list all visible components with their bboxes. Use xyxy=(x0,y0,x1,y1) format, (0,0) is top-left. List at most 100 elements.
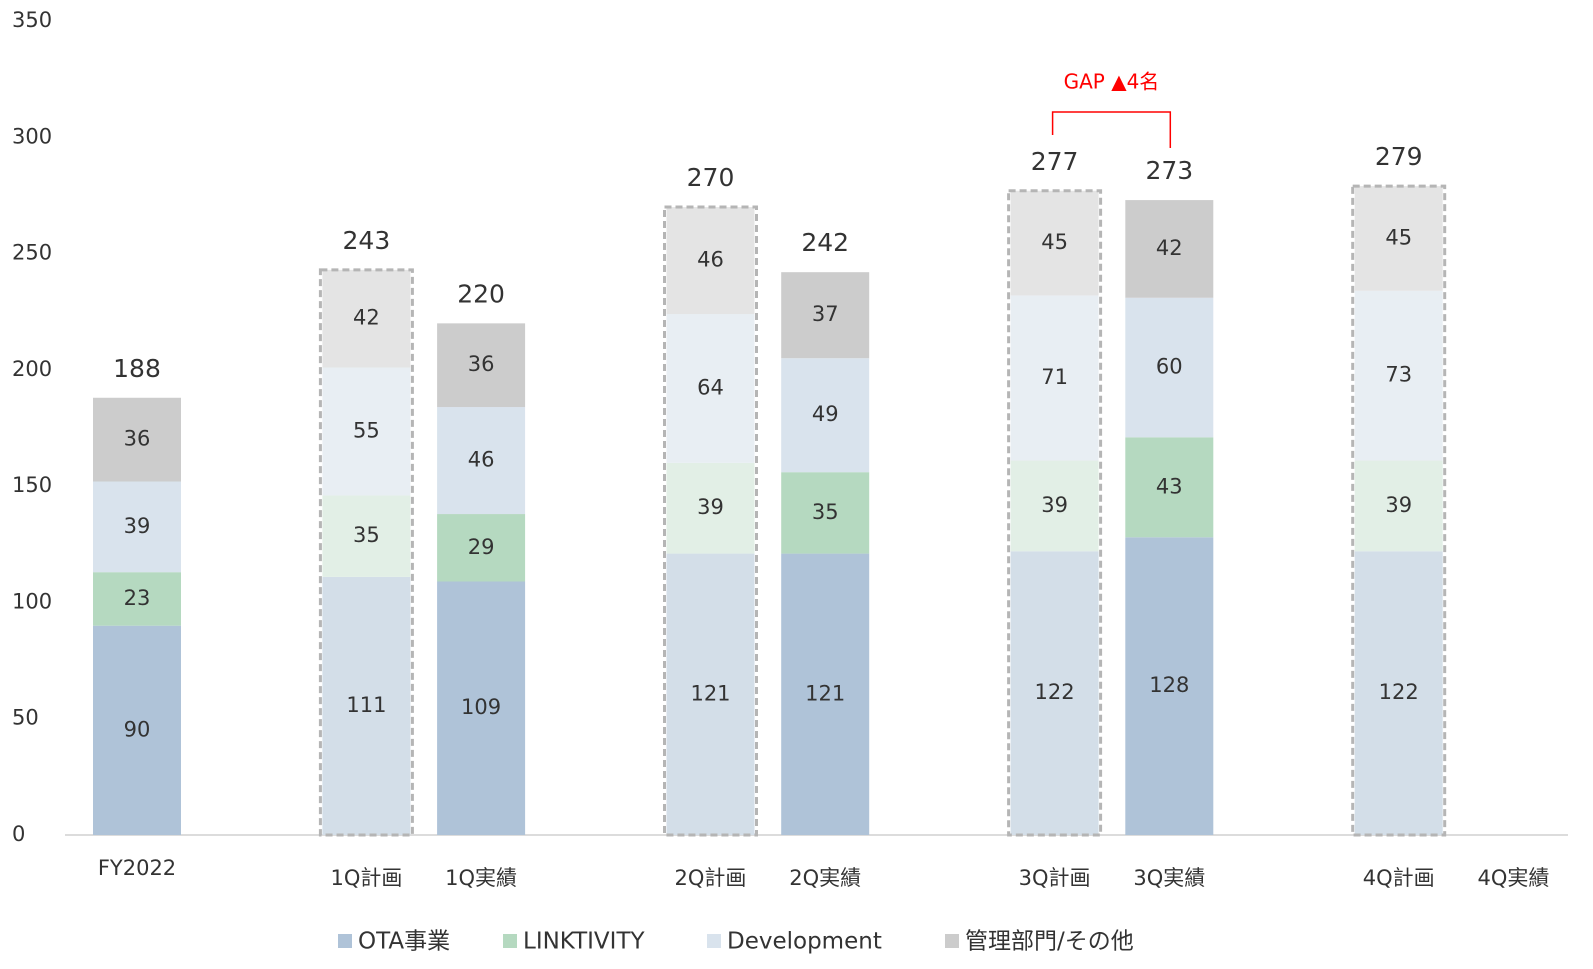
value-label: 109 xyxy=(461,695,501,719)
bar-segment xyxy=(93,572,181,626)
x-tick-label: 4Q計画 xyxy=(1363,866,1435,890)
value-label: 36 xyxy=(124,427,151,451)
total-label: 243 xyxy=(343,226,391,255)
bar-segment xyxy=(93,625,181,835)
y-tick-label: 300 xyxy=(12,124,52,148)
value-label: 55 xyxy=(353,418,380,442)
legend-label: 管理部門/その他 xyxy=(965,929,1134,955)
bar-segment xyxy=(93,397,181,482)
bar-segment xyxy=(781,272,870,359)
bar-segment xyxy=(1354,551,1443,835)
bar-segment xyxy=(437,581,526,835)
x-tick-label: 2Q計画 xyxy=(675,866,747,890)
total-label: 242 xyxy=(801,228,849,257)
value-label: 29 xyxy=(468,535,495,559)
value-label: 37 xyxy=(812,302,839,326)
value-label: 45 xyxy=(1385,225,1412,249)
total-label: 279 xyxy=(1375,142,1423,171)
legend-swatch xyxy=(503,934,517,948)
value-label: 39 xyxy=(697,495,724,519)
value-label: 23 xyxy=(124,586,151,610)
value-label: 45 xyxy=(1041,230,1068,254)
bar-segment xyxy=(781,472,870,554)
legend-swatch xyxy=(707,934,721,948)
bar-segment xyxy=(666,314,755,463)
value-label: 71 xyxy=(1041,365,1068,389)
annotation: GAP ▲4名 xyxy=(1064,70,1160,94)
bar-segment xyxy=(1125,437,1214,538)
x-tick-label: FY2022 xyxy=(98,856,176,880)
value-label: 39 xyxy=(124,514,151,538)
bar-segment xyxy=(1010,190,1099,296)
y-tick-label: 200 xyxy=(12,357,52,381)
legend-label: OTA事業 xyxy=(358,929,450,955)
bar-segment xyxy=(666,462,755,554)
bar-segment xyxy=(322,269,411,368)
value-label: 122 xyxy=(1035,680,1075,704)
gap-bracket xyxy=(1051,111,1172,148)
value-label: 90 xyxy=(124,717,151,741)
x-tick-label: 3Q実績 xyxy=(1133,866,1205,890)
bar-segment xyxy=(666,553,755,835)
value-label: 121 xyxy=(805,681,845,705)
x-tick-label: 4Q実績 xyxy=(1477,866,1549,890)
bar-segment xyxy=(437,407,526,515)
value-label: 60 xyxy=(1156,355,1183,379)
bar-segment xyxy=(437,514,526,582)
bar-segment xyxy=(437,323,526,408)
value-label: 46 xyxy=(697,248,724,272)
bar-segment xyxy=(322,367,411,496)
plan-outline xyxy=(1007,189,1103,837)
y-tick-label: 150 xyxy=(12,473,52,497)
bar-segment xyxy=(1010,551,1099,835)
x-tick-label: 1Q計画 xyxy=(330,866,402,890)
plan-outline xyxy=(1351,184,1447,837)
value-label: 39 xyxy=(1385,493,1412,517)
bar-segment xyxy=(1354,186,1443,291)
y-tick-label: 250 xyxy=(12,241,52,265)
y-tick-label: 350 xyxy=(12,8,52,32)
y-tick-label: 100 xyxy=(12,589,52,613)
bar-segment xyxy=(781,553,870,835)
value-label: 122 xyxy=(1379,680,1419,704)
plan-outline xyxy=(663,205,758,837)
bar-segment xyxy=(322,495,411,577)
bar-segment xyxy=(1010,460,1099,552)
bar-segment xyxy=(1125,200,1214,298)
value-label: 64 xyxy=(697,375,724,399)
value-label: 49 xyxy=(812,402,839,426)
value-label: 35 xyxy=(353,523,380,547)
value-label: 36 xyxy=(468,352,495,376)
bar-segment xyxy=(781,358,870,473)
legend-swatch xyxy=(945,934,959,948)
total-label: 270 xyxy=(687,163,735,192)
value-label: 42 xyxy=(353,306,380,330)
y-tick-label: 50 xyxy=(12,706,39,730)
value-label: 73 xyxy=(1385,363,1412,387)
value-label: 42 xyxy=(1156,236,1183,260)
value-label: 35 xyxy=(812,500,839,524)
bar-segment xyxy=(1354,290,1443,461)
legend-swatch xyxy=(338,934,352,948)
bar-segment xyxy=(322,576,411,835)
bar-segment xyxy=(1010,295,1099,461)
bar-segment xyxy=(1354,460,1443,552)
value-label: 46 xyxy=(468,448,495,472)
legend-label: LINKTIVITY xyxy=(523,929,645,955)
total-label: 277 xyxy=(1031,147,1079,176)
x-tick-label: 2Q実績 xyxy=(789,866,861,890)
legend-label: Development xyxy=(727,929,882,955)
total-label: 220 xyxy=(457,279,505,308)
y-tick-label: 0 xyxy=(12,822,25,846)
value-label: 39 xyxy=(1041,493,1068,517)
bar-segment xyxy=(1125,537,1214,835)
total-label: 188 xyxy=(113,354,161,383)
total-label: 273 xyxy=(1145,156,1193,185)
bar-segment xyxy=(93,481,181,573)
value-label: 128 xyxy=(1149,673,1189,697)
bar-segment xyxy=(1125,297,1214,438)
bar-segment xyxy=(666,207,755,315)
value-label: 43 xyxy=(1156,474,1183,498)
value-label: 111 xyxy=(346,693,386,717)
